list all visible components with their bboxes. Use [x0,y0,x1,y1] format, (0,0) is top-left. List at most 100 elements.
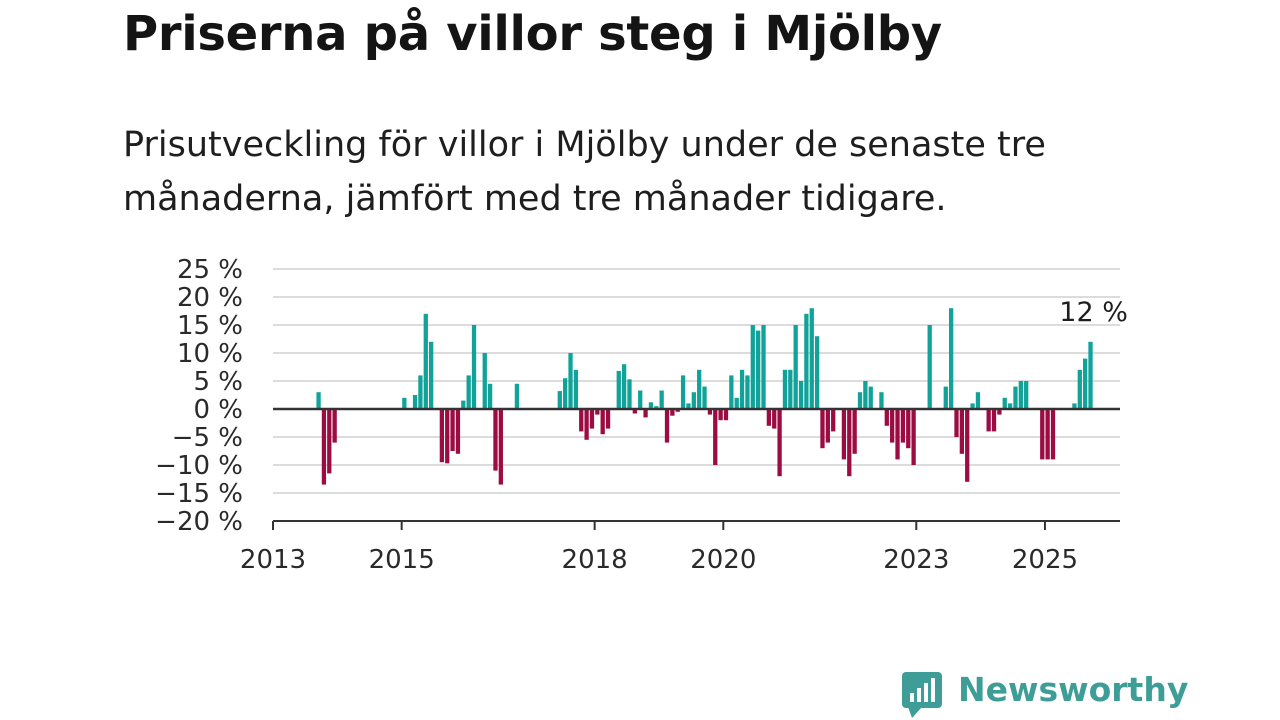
bar [900,409,906,443]
value-annotation: 12 % [1059,297,1128,328]
bar [793,325,798,409]
bar [514,383,520,409]
bar [911,409,916,465]
bar [445,409,450,464]
bar [332,409,337,443]
bar [1083,358,1088,409]
bar [1013,386,1018,409]
y-tick-label: 10 % [177,339,243,369]
bar [954,409,959,437]
x-tick-label: 2018 [562,545,628,575]
bar [948,308,954,409]
bar [616,370,621,409]
bar [632,409,637,414]
axes [272,407,1120,530]
bar [487,383,493,409]
bar [788,369,793,409]
bar [439,409,445,463]
bar [1002,397,1007,409]
bar [1077,369,1082,409]
bar [857,392,863,409]
bar [423,313,428,409]
tick-labels: 25 %20 %15 %10 %5 %0 %−5 %−10 %−15 %−20 … [155,255,1130,575]
bar [847,409,852,477]
bar [568,353,573,409]
bar [563,378,568,409]
x-tick-label: 2023 [883,545,949,575]
chart-subtitle: Prisutveckling för villor i Mjölby under… [123,125,1046,219]
bar [450,409,455,451]
bar [884,409,889,426]
bar [809,308,814,409]
bar [766,409,772,426]
bar [621,364,627,409]
y-tick-label: −15 % [155,479,243,509]
bar [605,409,611,429]
bar [1018,381,1023,409]
bar [959,409,965,454]
bar [825,409,830,443]
bar [466,375,471,409]
bar [482,353,487,409]
y-tick-label: −20 % [155,507,243,537]
bar [970,403,975,409]
brand-name: Newsworthy [958,670,1189,709]
bar [895,409,900,460]
bar [455,409,461,454]
bar [734,397,739,409]
x-tick-label: 2015 [369,545,435,575]
bar [595,409,600,415]
bar [814,336,820,409]
bar [691,392,696,409]
bar [461,400,466,409]
bar [654,406,659,409]
bar [664,409,670,443]
bar [638,390,643,409]
bar [412,395,418,409]
bar [820,409,825,449]
price-change-bar-chart: 25 %20 %15 %10 %5 %0 %−5 %−10 %−15 %−20 … [155,255,1130,575]
bar [756,330,761,409]
bar [739,369,745,409]
bar [927,325,932,409]
x-tick-label: 2013 [240,545,306,575]
bar [772,409,777,429]
bar [761,325,766,409]
bar [428,341,434,409]
bar [723,409,729,421]
bar [831,409,836,432]
bar [316,392,321,409]
bar [1050,409,1056,460]
bar [600,409,605,435]
newsworthy-logo[interactable]: Newsworthy [902,668,1188,718]
bar [579,409,584,432]
bar [321,409,327,485]
bar [1007,403,1013,409]
bar [750,325,755,409]
y-tick-label: 0 % [193,395,243,425]
bar [975,392,981,409]
bar [418,375,423,409]
bar [471,325,477,409]
bar [680,375,686,409]
bar [584,409,589,440]
bar [798,381,804,409]
bar [777,409,782,477]
bar [965,409,970,482]
bar [997,409,1002,415]
bar [493,409,498,471]
bar [782,369,788,409]
bar [986,409,991,432]
bar [943,386,948,409]
bar [906,409,911,449]
bar [659,390,664,409]
bar [643,409,648,418]
y-tick-label: −10 % [155,451,243,481]
y-tick-label: 20 % [177,283,243,313]
bar [1045,409,1050,460]
bar [702,386,707,409]
bar [713,409,718,465]
bar [648,402,654,409]
bar [1072,403,1077,409]
bar [1088,341,1093,409]
